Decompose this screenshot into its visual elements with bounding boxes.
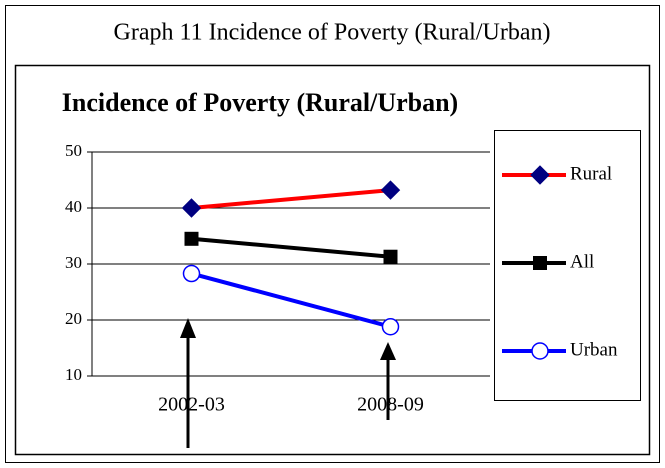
y-tick-label: 20 xyxy=(65,309,82,328)
point xyxy=(381,317,400,336)
legend-label: All xyxy=(570,251,594,272)
point xyxy=(184,231,199,246)
y-tick-label: 40 xyxy=(65,197,82,216)
outer-frame xyxy=(5,5,660,463)
series-line xyxy=(190,271,392,329)
y-tick-label: 50 xyxy=(65,141,82,160)
series-line xyxy=(191,188,391,210)
series-line xyxy=(191,236,391,259)
point xyxy=(380,180,401,200)
y-tick-label: 10 xyxy=(65,365,82,384)
y-tick-label: 30 xyxy=(65,253,82,272)
arrow-head xyxy=(380,342,396,360)
legend-marker xyxy=(530,165,550,185)
point xyxy=(182,264,201,283)
x-tick-label: 2002-03 xyxy=(158,394,225,416)
caption: Graph 11 Incidence of Poverty (Rural/Urb… xyxy=(114,20,551,46)
point xyxy=(383,249,398,264)
legend-marker xyxy=(531,342,549,360)
annotation-arrows xyxy=(180,318,396,448)
chart-frame xyxy=(14,64,651,456)
chart-title: Incidence of Poverty (Rural/Urban) xyxy=(62,88,458,117)
legend-label: Rural xyxy=(570,163,612,184)
x-tick-label: 2008-09 xyxy=(357,394,424,416)
legend-frame xyxy=(494,130,641,401)
point xyxy=(181,198,202,218)
arrow-head xyxy=(180,318,196,338)
legend-marker xyxy=(533,256,547,270)
legend-label: Urban xyxy=(570,339,618,360)
